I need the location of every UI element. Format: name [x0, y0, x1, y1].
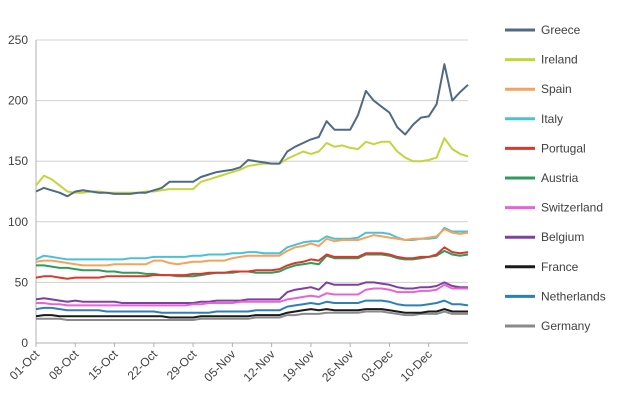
- legend-label-austria: Austria: [541, 171, 579, 185]
- series-line-netherlands: [35, 299, 469, 314]
- legend-label-ireland: Ireland: [541, 53, 578, 67]
- legend: Greece Ireland Spain Italy Portugal Austria Sw…: [505, 23, 606, 333]
- legend-label-greece: Greece: [541, 23, 581, 37]
- x-tick-label: 08-Oct: [46, 347, 82, 383]
- y-tick-label: 150: [8, 154, 28, 168]
- series-line-switzerland: [36, 283, 468, 307]
- legend-label-italy: Italy: [541, 112, 563, 126]
- series-line-italy: [35, 226, 468, 261]
- x-tick-label: 15-Oct: [85, 347, 121, 383]
- series-line-austria: [36, 249, 469, 278]
- y-tick-label: 50: [15, 275, 29, 289]
- series-line-germany: [36, 310, 468, 321]
- series-line-france: [35, 308, 468, 319]
- legend-label-spain: Spain: [541, 82, 572, 96]
- legend-label-portugal: Portugal: [541, 141, 586, 155]
- legend-label-germany: Germany: [541, 319, 590, 333]
- x-tick-label: 05-Nov: [201, 347, 238, 384]
- x-tick-label: 10-Dec: [398, 347, 435, 384]
- x-tick-label: 12-Nov: [241, 347, 278, 384]
- x-tick-label: 19-Nov: [280, 347, 317, 384]
- series-line-greece: [35, 63, 469, 198]
- series-line-portugal: [35, 246, 469, 280]
- y-tick-label: 100: [8, 215, 28, 229]
- legend-label-belgium: Belgium: [541, 230, 584, 244]
- x-tick-label: 26-Nov: [319, 347, 356, 384]
- series-line-ireland: [35, 137, 469, 194]
- legend-label-france: France: [541, 260, 579, 274]
- x-tick-label: 03-Dec: [358, 347, 395, 384]
- y-tick-label: 250: [8, 33, 28, 47]
- legend-label-netherlands: Netherlands: [541, 289, 606, 303]
- x-tick-label: 01-Oct: [7, 347, 43, 383]
- y-tick-label: 0: [21, 336, 28, 350]
- y-tick-label: 200: [8, 94, 28, 108]
- x-tick-label: 22-Oct: [125, 347, 161, 383]
- series-line-belgium: [35, 281, 468, 304]
- series-line-spain: [35, 228, 469, 267]
- legend-label-switzerland: Switzerland: [541, 201, 603, 215]
- series-lines: [35, 63, 469, 321]
- x-tick-label: 29-Oct: [164, 347, 200, 383]
